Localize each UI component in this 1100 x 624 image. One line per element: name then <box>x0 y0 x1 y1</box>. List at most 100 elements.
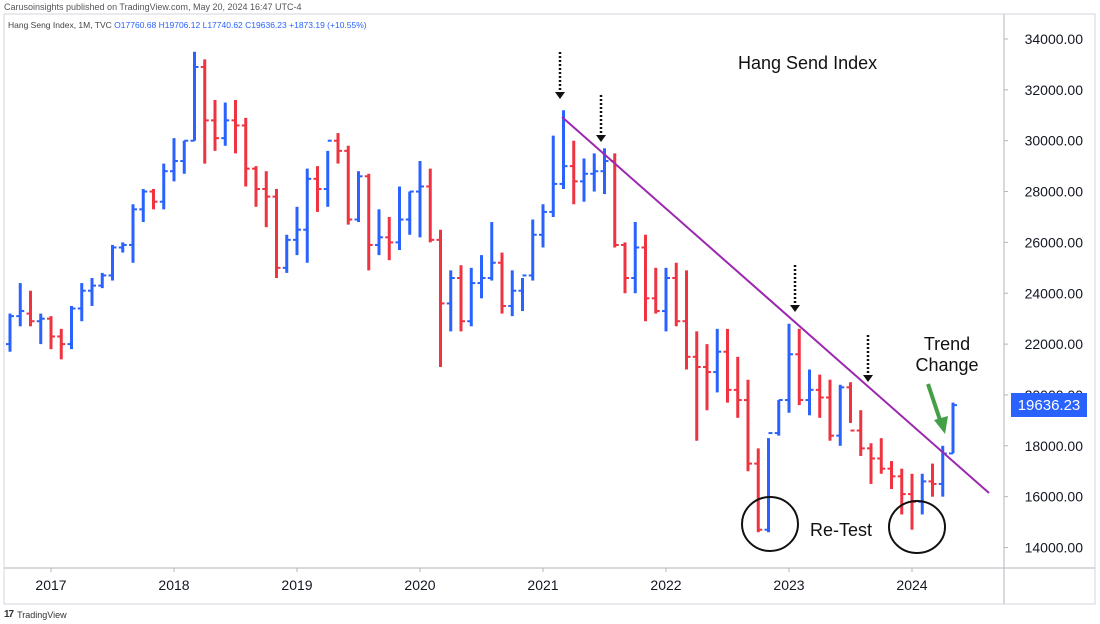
y-tick-label: 34000.00 <box>1025 31 1084 47</box>
ohlc-bar <box>344 145 353 225</box>
ohlc-bar <box>282 234 291 273</box>
ohlc-bar <box>436 229 445 367</box>
y-tick-label: 14000.00 <box>1025 540 1084 556</box>
dotted-arrow-icon <box>863 335 873 382</box>
ohlc-bar <box>528 219 537 281</box>
ohlc-bar <box>600 148 609 195</box>
high-value: H19706.12 <box>158 20 201 30</box>
close-value: C19636.23 <box>245 20 287 30</box>
retest-annotation: Re-Test <box>810 520 873 540</box>
trend-change-line2: Change <box>915 355 979 375</box>
ohlc-bar <box>139 189 148 223</box>
publish-line: Carusoinsights published on TradingView.… <box>4 2 302 12</box>
ohlc-bar <box>180 139 189 174</box>
ohlc-bar <box>57 328 66 360</box>
ohlc-bar <box>426 168 435 243</box>
dotted-arrow-icon <box>790 265 800 312</box>
ohlc-bar <box>252 166 260 207</box>
ohlc-bar <box>170 138 178 182</box>
y-tick-label: 16000.00 <box>1025 489 1084 505</box>
x-tick-label: 2017 <box>35 577 66 593</box>
ohlc-bar <box>877 438 886 474</box>
ohlc-bar <box>826 379 834 441</box>
ohlc-bar <box>395 186 404 251</box>
ohlc-bar <box>487 222 496 281</box>
y-tick-label: 18000.00 <box>1025 438 1084 454</box>
ohlc-bar <box>457 265 465 332</box>
trend-change-line1: Trend <box>923 334 971 354</box>
ohlc-bar <box>928 463 937 497</box>
ohlc-bar <box>200 59 209 164</box>
ohlc-bar <box>713 328 722 393</box>
ohlc-bar <box>918 473 927 515</box>
retest-circle-2022 <box>741 496 799 552</box>
ohlc-bar <box>569 140 578 205</box>
ohlc-bar <box>364 173 373 271</box>
ohlc-bar <box>354 171 363 223</box>
ohlc-bar <box>795 328 804 406</box>
ohlc-bar <box>6 313 14 352</box>
ohlc-bar <box>231 100 240 154</box>
ohlc-bar <box>334 133 342 164</box>
downtrend-line[interactable] <box>561 116 990 494</box>
ohlc-bar <box>774 399 783 436</box>
ohlc-bar <box>375 209 383 256</box>
ohlc-bar <box>518 274 527 312</box>
ohlc-bar <box>897 468 906 515</box>
ohlc-bar <box>610 153 619 248</box>
ohlc-bar <box>405 190 414 235</box>
trend-change-annotation: Trend Change <box>913 334 981 376</box>
ohlc-bar <box>559 110 568 190</box>
tradingview-logo-icon: 17 <box>4 609 14 620</box>
symbol-label: Hang Seng Index, 1M, TVC <box>8 20 112 30</box>
ohlc-bar <box>662 267 670 332</box>
x-tick-label: 2021 <box>527 577 558 593</box>
ohlc-bar <box>733 356 742 418</box>
ohlc-bar <box>16 283 25 327</box>
ohlc-bar <box>211 100 219 151</box>
ohlc-bar <box>303 168 312 263</box>
open-value: O17760.68 <box>114 20 157 30</box>
chart-frame <box>3 13 1096 605</box>
ohlc-bar <box>692 331 701 441</box>
ohlc-bar <box>118 242 127 253</box>
ohlc-bar <box>621 242 629 294</box>
ohlc-bar <box>764 432 773 533</box>
ohlc-bar <box>313 166 322 212</box>
footer-brand: 17 TradingView <box>4 609 67 620</box>
ohlc-legend: Hang Seng Index, 1M, TVC O17760.68 H1970… <box>8 20 367 30</box>
y-tick-label: 22000.00 <box>1025 336 1084 352</box>
ohlc-bar <box>641 234 650 322</box>
ohlc-bar <box>77 283 86 322</box>
ohlc-bar <box>272 189 281 278</box>
ohlc-bar <box>744 379 752 472</box>
change-value: +1873.19 (+10.55%) <box>289 20 367 30</box>
ohlc-bar <box>682 270 691 370</box>
dotted-arrow-icon <box>555 52 565 99</box>
x-tick-label: 2022 <box>650 577 681 593</box>
y-tick-label: 28000.00 <box>1025 184 1084 200</box>
ohlc-bar <box>887 461 896 490</box>
y-tick-label: 24000.00 <box>1025 285 1084 301</box>
ohlc-bar <box>836 384 845 446</box>
ohlc-bar <box>416 161 424 238</box>
y-tick-label: 30000.00 <box>1025 133 1084 149</box>
ohlc-bar <box>241 117 250 187</box>
ohlc-bar <box>88 277 96 306</box>
chart-title-annotation: Hang Send Index <box>738 53 878 73</box>
ohlc-bar <box>323 139 332 207</box>
trend-change-arrow-icon <box>926 383 948 434</box>
ohlc-bar <box>785 323 793 413</box>
ohlc-bar <box>672 262 681 327</box>
ohlc-bar <box>26 290 35 327</box>
ohlc-bar <box>539 204 547 248</box>
ohlc-bar <box>262 171 271 228</box>
low-value: L17740.62 <box>202 20 243 30</box>
ohlc-bar <box>815 374 824 418</box>
ohlc-bar <box>98 272 107 289</box>
ohlc-bar <box>580 158 588 202</box>
ohlc-bar <box>723 328 732 403</box>
ohlc-bar <box>385 216 394 261</box>
ohlc-bar <box>159 163 168 210</box>
